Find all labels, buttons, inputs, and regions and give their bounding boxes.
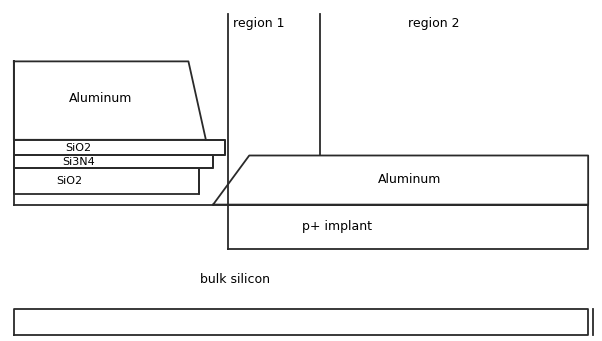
- Text: Aluminum: Aluminum: [377, 173, 441, 186]
- Text: SiO2: SiO2: [56, 176, 82, 187]
- Polygon shape: [14, 61, 206, 140]
- Text: p+ implant: p+ implant: [302, 220, 372, 233]
- Polygon shape: [228, 205, 588, 249]
- Text: SiO2: SiO2: [65, 143, 92, 153]
- Polygon shape: [14, 140, 225, 155]
- Text: Si3N4: Si3N4: [62, 157, 95, 167]
- Text: region 1: region 1: [233, 17, 285, 30]
- Polygon shape: [14, 309, 588, 335]
- Text: Aluminum: Aluminum: [69, 92, 132, 105]
- Text: region 2: region 2: [408, 17, 459, 30]
- Polygon shape: [14, 168, 199, 194]
- Polygon shape: [14, 155, 213, 168]
- Polygon shape: [213, 155, 588, 205]
- Text: bulk silicon: bulk silicon: [200, 273, 270, 286]
